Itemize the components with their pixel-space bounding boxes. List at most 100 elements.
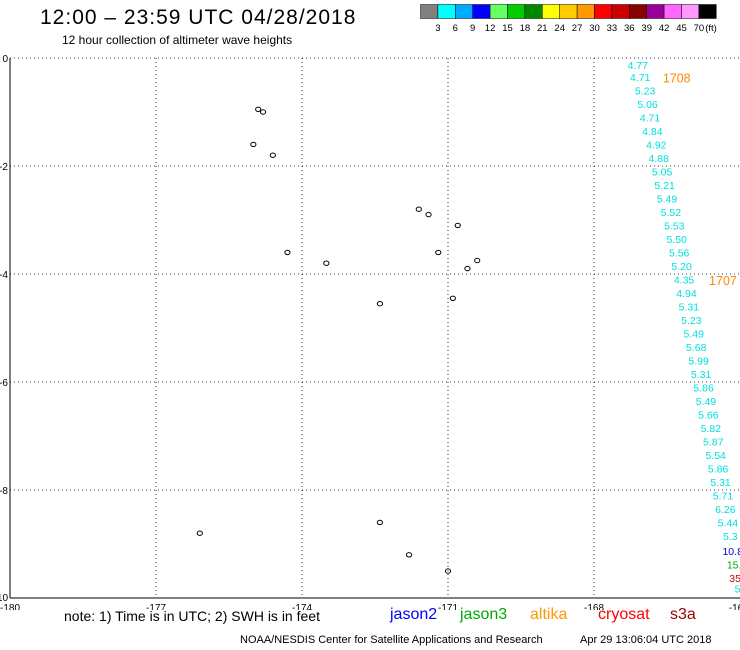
island-outline — [259, 109, 267, 115]
colorbar-tick-label: 21 — [537, 23, 548, 34]
colorbar-legend: 3 6 9 12 15 18 21 24 27 30 33 36 39 42 45 70 (ft) — [420, 4, 717, 34]
altimeter-map-plot: -180-177-174-171-168-160-2-4-6-8-104.774… — [0, 54, 740, 610]
colorbar-tick-label: 30 — [589, 23, 600, 34]
wave-height-point: 5.87 — [703, 437, 724, 449]
wave-height-point: 5.53 — [664, 221, 685, 233]
island-outline — [449, 295, 456, 301]
wave-height-point: 5.68 — [686, 342, 707, 354]
y-tick-label: -10 — [0, 593, 8, 604]
wave-height-point: 5.23 — [681, 315, 702, 327]
wave-height-point: 5.49 — [696, 396, 717, 408]
y-tick-label: -4 — [0, 270, 8, 281]
y-tick-label: -8 — [0, 486, 8, 497]
wave-height-point: 10.8 — [722, 546, 740, 558]
wave-height-point: 5.82 — [701, 423, 722, 435]
wave-height-point: 5.49 — [657, 194, 678, 206]
colorbar-tick-label: 27 — [572, 23, 583, 34]
x-tick-label: -171 — [438, 603, 458, 610]
island-outline — [464, 265, 471, 272]
time-annotation: 1708 — [663, 71, 691, 85]
colorbar-tick-label: 15 — [502, 23, 513, 34]
island-outline — [435, 249, 442, 256]
wave-height-point: 4.84 — [642, 126, 663, 138]
island-outline — [376, 301, 383, 307]
island-outline — [425, 211, 432, 218]
wave-height-point: 5.31 — [679, 302, 700, 314]
wave-height-point: 5.99 — [688, 356, 709, 368]
colorbar-tick-label: 70 — [694, 23, 705, 34]
wave-height-point: 5.31 — [710, 477, 731, 489]
island-outline — [323, 260, 330, 266]
legend-satellite-jason2: jason2 — [390, 606, 438, 623]
legend-satellite-altika: altika — [530, 606, 568, 623]
colorbar-tick-label: 3 — [435, 23, 440, 34]
wave-height-point: 15. — [727, 559, 740, 571]
island-outline — [196, 530, 203, 536]
island-outline — [284, 249, 291, 256]
wave-height-point: 5.54 — [705, 450, 726, 462]
colorbar-unit: (ft) — [705, 23, 717, 34]
wave-height-point: 5.49 — [684, 329, 705, 341]
wave-height-point: 5.50 — [667, 234, 688, 246]
colorbar-tick-label: 45 — [676, 23, 687, 34]
x-tick-label: -168 — [584, 603, 604, 610]
wave-height-point: 4.88 — [649, 153, 670, 165]
chart-subtitle: 12 hour collection of altimeter wave hei… — [62, 33, 293, 47]
island-outline — [474, 257, 481, 264]
wave-height-point: 6.26 — [715, 504, 736, 516]
legend-note: note: 1) Time is in UTC; 2) SWH is in fe… — [64, 608, 320, 624]
wave-height-point: 5.23 — [635, 86, 656, 98]
island-outline — [269, 152, 276, 158]
wave-height-point: 4.77 — [628, 60, 649, 72]
wave-height-point: 4.71 — [630, 72, 651, 84]
island-outline — [444, 568, 452, 574]
colorbar-tick-label: 6 — [453, 23, 458, 34]
colorbar-tick-label: 18 — [520, 23, 531, 34]
wave-height-point: 5.86 — [693, 383, 714, 395]
wave-height-point: 5.05 — [652, 167, 673, 179]
x-tick-label: -177 — [146, 603, 166, 610]
x-tick-label: -16 — [729, 603, 740, 610]
colorbar-tick-label: 36 — [624, 23, 635, 34]
wave-height-point: 5.31 — [691, 369, 712, 381]
wave-height-point: 35 — [729, 573, 740, 585]
x-tick-label: -180 — [0, 603, 20, 610]
island-outline — [454, 222, 461, 229]
wave-height-point: 5.21 — [654, 180, 675, 192]
colorbar-swatch — [698, 4, 717, 19]
footer-timestamp: Apr 29 13:06:04 UTC 2018 — [580, 634, 712, 646]
time-annotation: 1707 — [709, 274, 737, 288]
colorbar-tick-label: 42 — [659, 23, 670, 34]
wave-height-point: 4.71 — [640, 113, 661, 125]
y-tick-label: -6 — [0, 378, 8, 389]
wave-height-point: 5.56 — [669, 248, 690, 260]
wave-height-point: 4.92 — [646, 140, 667, 152]
wave-height-point: 5.52 — [661, 207, 682, 219]
island-outline — [415, 206, 422, 212]
colorbar-tick-label: 24 — [554, 23, 565, 34]
island-outline — [405, 552, 413, 558]
x-tick-label: -174 — [292, 603, 312, 610]
wave-height-point: 4.35 — [674, 275, 695, 287]
colorbar-tick-label: 33 — [607, 23, 618, 34]
legend-satellite-cryosat: cryosat — [598, 606, 650, 623]
legend-satellite-s3a: s3a — [670, 606, 696, 623]
island-outline — [250, 141, 257, 148]
chart-title: 12:00 – 23:59 UTC 04/28/2018 — [40, 6, 357, 29]
y-tick-label: 0 — [2, 54, 8, 65]
wave-height-point: 5 — [735, 584, 740, 596]
colorbar-tick-label: 9 — [470, 23, 475, 34]
colorbar-tick-label: 12 — [485, 23, 496, 34]
island-outline — [376, 519, 383, 526]
colorbar-tick-label: 39 — [641, 23, 652, 34]
legend-satellite-jason3: jason3 — [460, 606, 508, 623]
wave-height-point: 5.3 — [723, 531, 738, 543]
wave-height-point: 5.06 — [637, 99, 658, 111]
y-tick-label: -2 — [0, 162, 8, 173]
wave-height-point: 4.94 — [676, 288, 697, 300]
island-outline — [255, 106, 262, 113]
wave-height-point: 5.44 — [718, 518, 739, 530]
wave-height-point: 5.86 — [708, 464, 729, 476]
footer-credit: NOAA/NESDIS Center for Satellite Applica… — [240, 634, 543, 646]
wave-height-point: 5.71 — [713, 491, 734, 503]
